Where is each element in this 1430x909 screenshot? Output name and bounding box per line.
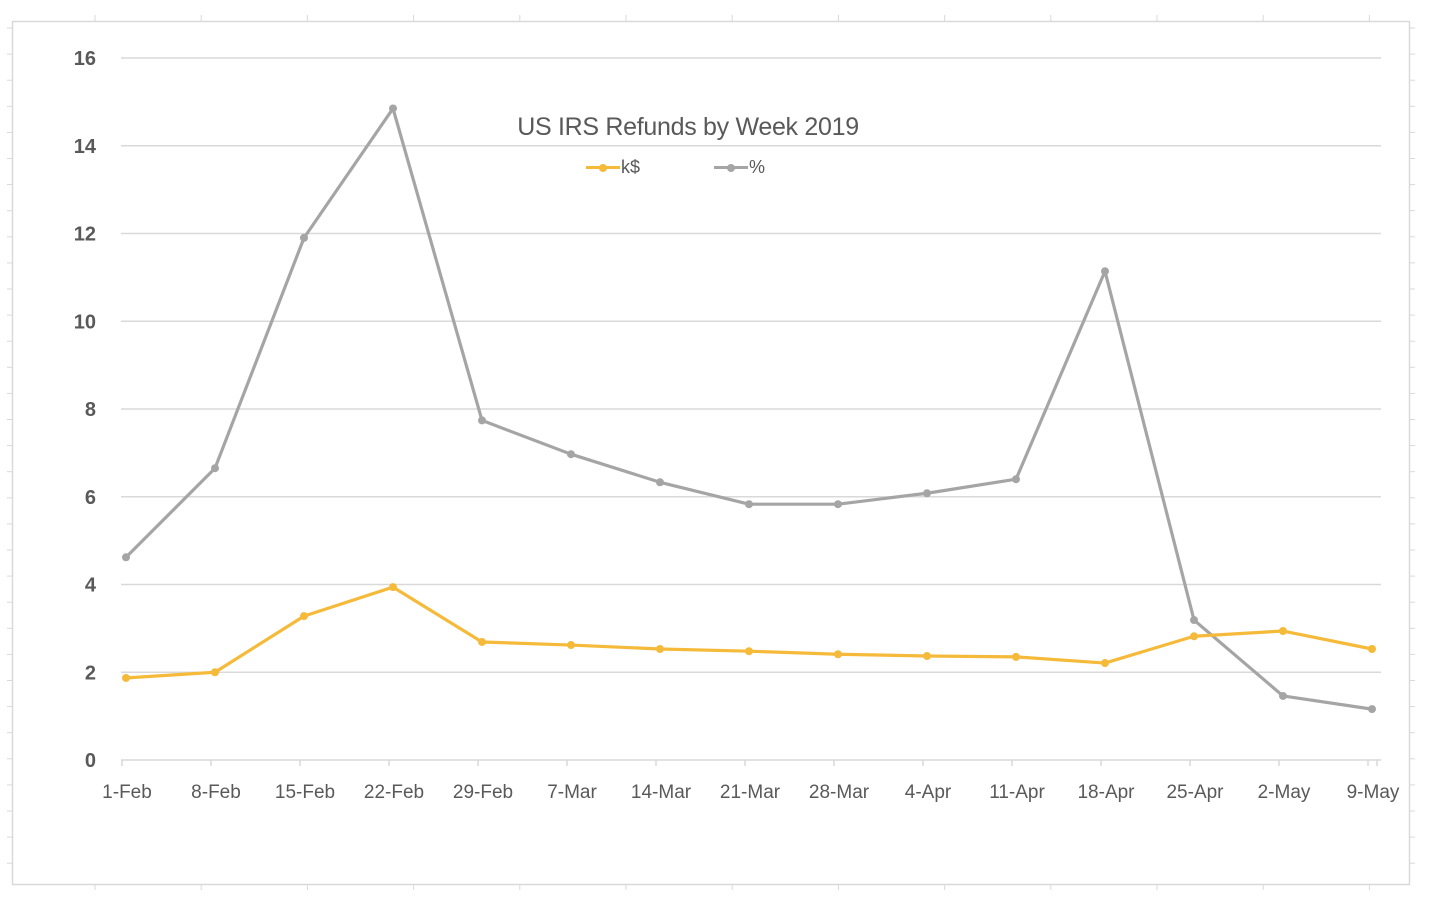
data-point-marker[interactable] — [1190, 616, 1198, 625]
y-tick-label: 4 — [85, 575, 97, 597]
data-point-marker[interactable] — [1279, 691, 1287, 700]
x-tick-label: 2-May — [1258, 782, 1311, 803]
data-point-marker[interactable] — [567, 450, 575, 459]
y-tick-label: 12 — [74, 224, 96, 246]
data-point-marker[interactable] — [122, 673, 130, 682]
legend-item-kdollars[interactable]: k$ — [586, 157, 640, 178]
data-point-marker[interactable] — [567, 641, 575, 650]
y-tick-label: 16 — [74, 48, 96, 70]
legend-label: % — [749, 157, 766, 177]
x-tick-label: 4-Apr — [905, 782, 952, 803]
data-point-marker[interactable] — [1368, 705, 1376, 714]
chart-border — [11, 20, 1411, 886]
data-point-marker[interactable] — [656, 478, 664, 487]
y-tick-label: 2 — [85, 662, 96, 684]
data-point-marker[interactable] — [834, 650, 842, 659]
x-tick-label: 18-Apr — [1077, 782, 1135, 803]
data-point-marker[interactable] — [745, 500, 753, 509]
data-point-marker[interactable] — [478, 416, 486, 425]
data-point-marker[interactable] — [656, 644, 664, 653]
legend-line-marker-icon — [714, 163, 749, 172]
legend[interactable]: k$ % — [586, 157, 765, 178]
x-tick-label: 8-Feb — [191, 782, 241, 803]
legend-line-marker-icon — [586, 163, 620, 172]
x-tick-label: 22-Feb — [364, 782, 424, 803]
gridlines — [121, 57, 1381, 761]
x-tick-label: 21-Mar — [720, 782, 781, 803]
x-tick-label: 15-Feb — [275, 782, 335, 803]
x-tick-label: 29-Feb — [453, 782, 513, 803]
legend-label: k$ — [621, 157, 641, 177]
data-point-marker[interactable] — [478, 637, 486, 646]
x-tick-label: 11-Apr — [989, 782, 1045, 803]
x-tick-label: 7-Mar — [547, 782, 597, 803]
data-point-marker[interactable] — [1101, 267, 1109, 276]
y-tick-label: 14 — [74, 136, 97, 158]
data-point-marker[interactable] — [834, 500, 842, 509]
data-point-marker[interactable] — [211, 464, 219, 473]
y-tick-label: 6 — [85, 487, 96, 509]
x-tick-label: 1-Feb — [102, 782, 152, 803]
data-point-marker[interactable] — [122, 553, 130, 562]
data-point-marker[interactable] — [1279, 627, 1287, 636]
data-point-marker[interactable] — [389, 104, 397, 113]
x-axis: 1-Feb 8-Feb 15-Feb 22-Feb 29-Feb 7-Mar 14-Mar 2… — [102, 760, 1400, 803]
data-point-marker[interactable] — [1101, 659, 1109, 668]
series-percent[interactable] — [122, 104, 1376, 714]
legend-item-percent[interactable]: % — [714, 157, 765, 178]
x-tick-label: 9-May — [1347, 782, 1400, 803]
y-tick-label: 10 — [74, 311, 96, 333]
data-point-marker[interactable] — [1012, 475, 1020, 484]
series-layer — [122, 104, 1376, 714]
x-tick-label: 14-Mar — [631, 782, 692, 803]
y-tick-label: 0 — [85, 750, 96, 772]
data-point-marker[interactable] — [300, 233, 308, 242]
series-kdollars[interactable] — [122, 583, 1376, 682]
data-point-marker[interactable] — [1190, 632, 1198, 641]
y-tick-label: 8 — [85, 399, 96, 421]
x-tick-label: 28-Mar — [809, 782, 870, 803]
y-axis-labels: 0 2 4 6 8 10 12 14 16 — [74, 48, 97, 772]
data-point-marker[interactable] — [923, 652, 931, 661]
data-point-marker[interactable] — [1368, 644, 1376, 653]
data-point-marker[interactable] — [211, 668, 219, 677]
x-tick-label: 25-Apr — [1166, 782, 1224, 803]
chart-title: US IRS Refunds by Week 2019 — [517, 113, 859, 141]
data-point-marker[interactable] — [1012, 652, 1020, 661]
data-point-marker[interactable] — [389, 583, 397, 592]
data-point-marker[interactable] — [923, 489, 931, 498]
data-point-marker[interactable] — [300, 612, 308, 621]
data-point-marker[interactable] — [745, 647, 753, 656]
